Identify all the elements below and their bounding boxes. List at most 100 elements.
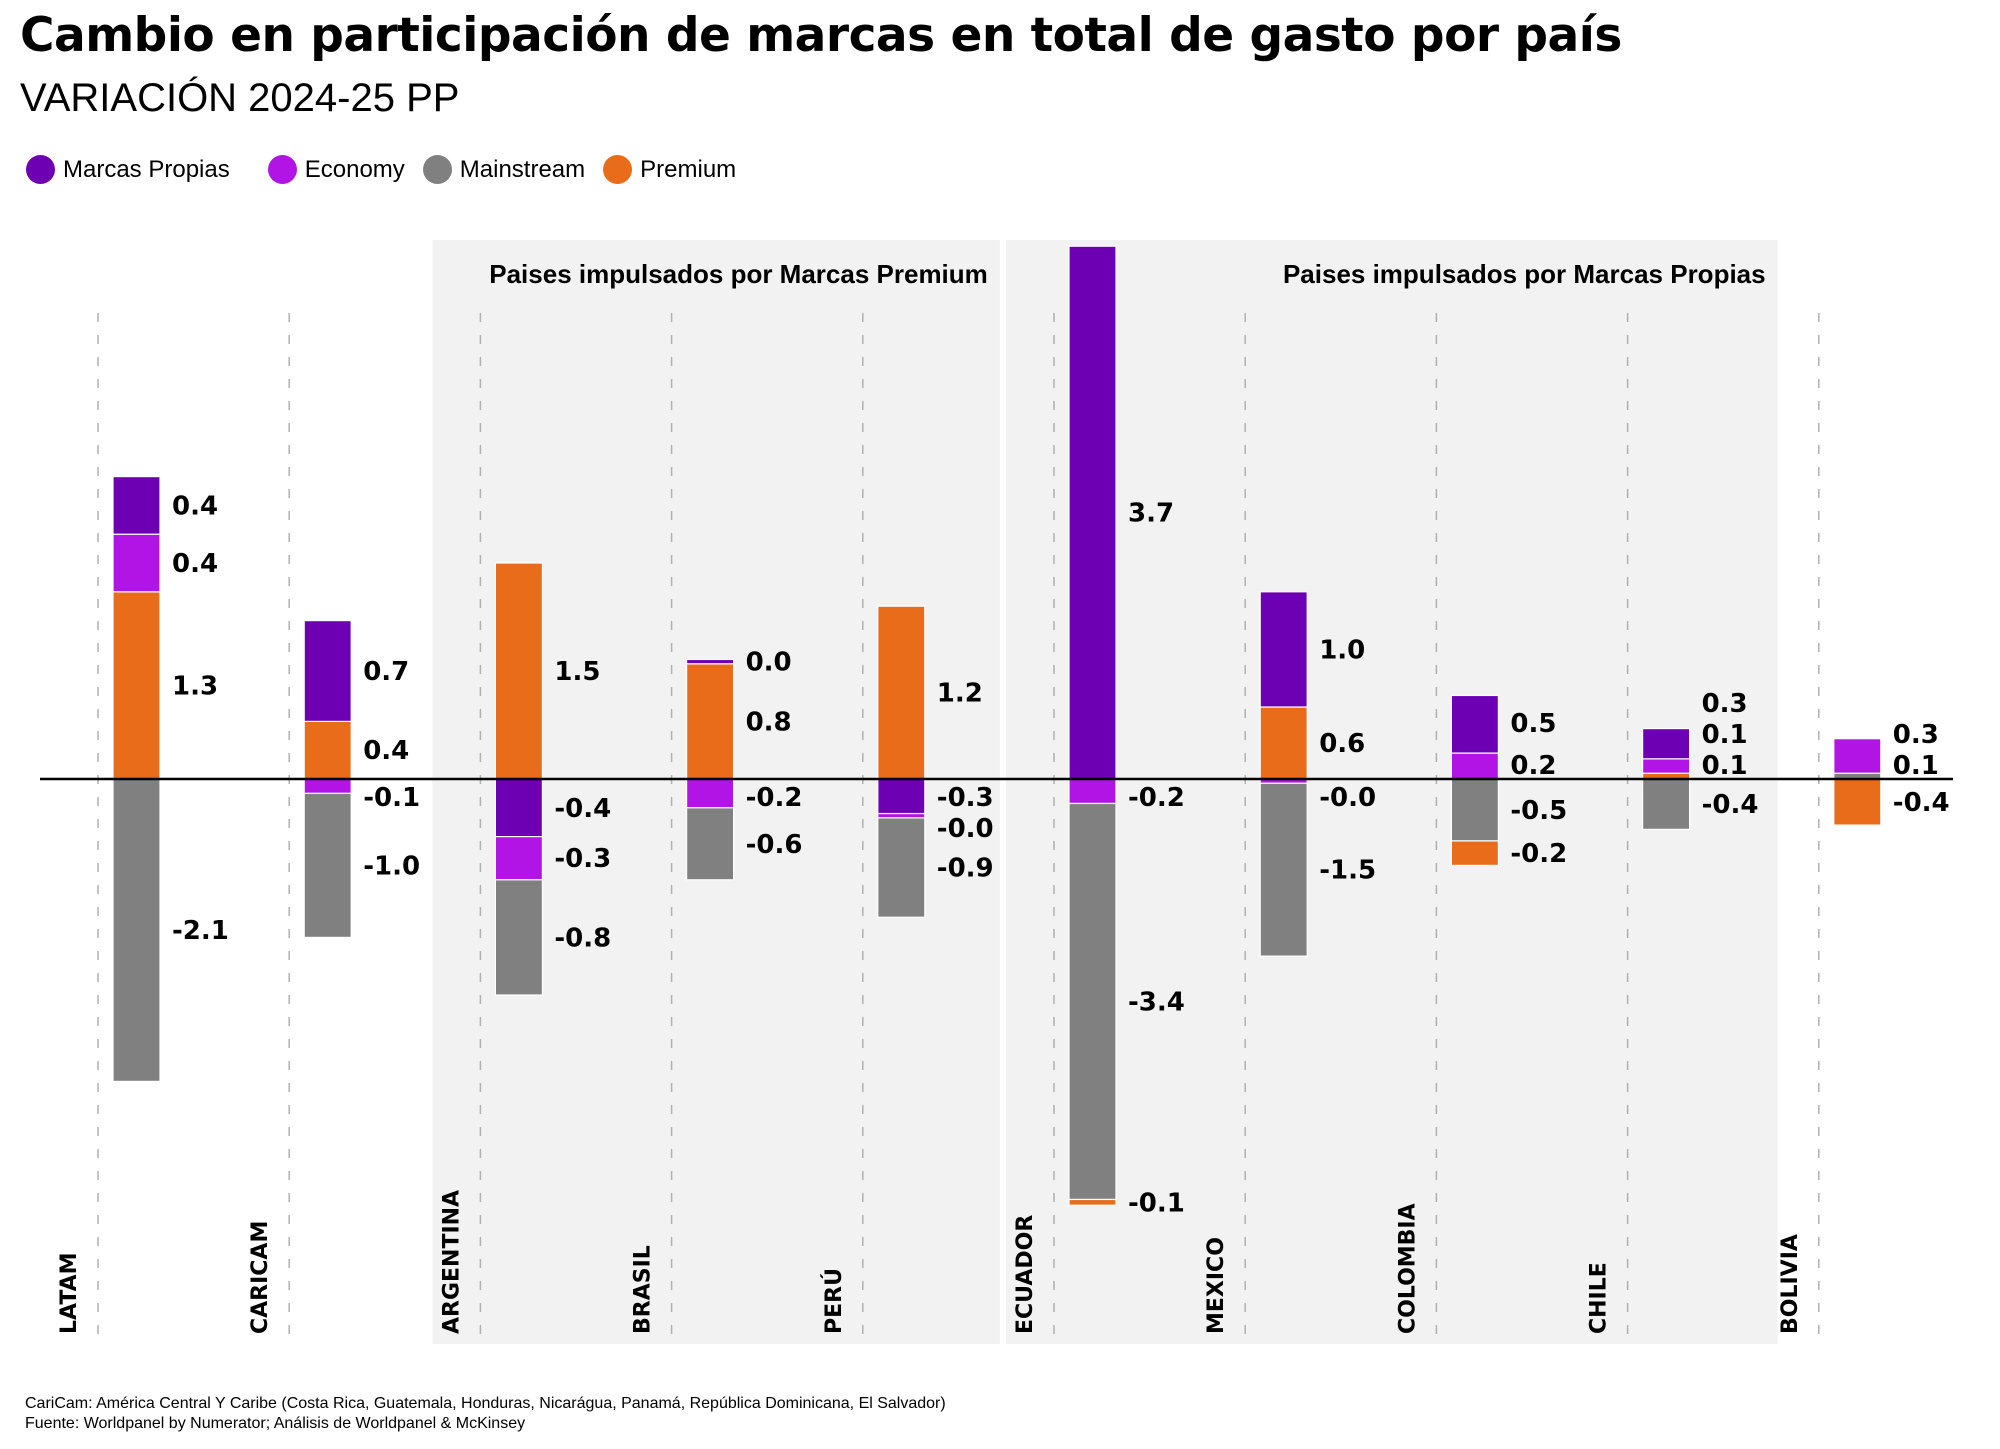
bar-segment-economy xyxy=(303,778,352,794)
data-label: -0.1 xyxy=(363,783,420,813)
bar-segment-economy xyxy=(112,533,161,593)
category-label-bolivia: BOLIVIA xyxy=(1778,1234,1803,1334)
data-label: 0.1 xyxy=(1893,751,1939,781)
legend-label: Mainstream xyxy=(459,155,586,183)
data-label: 3.7 xyxy=(1128,499,1174,529)
footnotes: CariCam: América Central Y Caribe (Costa… xyxy=(25,1394,946,1434)
data-label: -0.5 xyxy=(1510,796,1567,826)
data-label: -0.0 xyxy=(1319,783,1376,813)
bar-segment-economy xyxy=(1068,778,1117,805)
data-label: -0.2 xyxy=(1510,839,1567,869)
bar-segment-marcas-propias xyxy=(112,476,161,535)
data-label: 1.2 xyxy=(937,679,983,709)
legend-swatch-marcas-propias xyxy=(26,155,55,184)
legend-swatch-economy xyxy=(267,155,297,184)
group-panel-title-2: Paises impulsados por Marcas Propias xyxy=(1283,259,1766,289)
data-label: 0.6 xyxy=(1319,729,1365,759)
bar-segment-premium xyxy=(1450,840,1500,866)
data-label: -2.1 xyxy=(172,916,229,946)
footnote-caricam: CariCam: América Central Y Caribe (Costa… xyxy=(25,1395,946,1412)
bar-segment-economy xyxy=(1641,758,1691,774)
bar-segment-mainstream xyxy=(685,807,735,881)
data-label: -0.4 xyxy=(1702,790,1759,820)
data-label: -1.5 xyxy=(1319,856,1376,886)
data-label: -0.1 xyxy=(1128,1188,1185,1218)
data-label: 0.3 xyxy=(1702,689,1748,719)
bar-segment-premium xyxy=(303,720,352,780)
data-label: -0.3 xyxy=(554,844,611,874)
bar-segment-marcas-propias xyxy=(685,658,735,665)
data-label: 0.4 xyxy=(172,549,218,579)
legend: Marcas Propias Economy Mainstream Premiu… xyxy=(26,155,754,184)
legend-swatch-mainstream xyxy=(422,155,452,184)
bar-segment-marcas-propias xyxy=(303,619,352,722)
legend-label: Premium xyxy=(640,155,737,183)
bar-segment-premium xyxy=(877,605,926,780)
data-label: 0.4 xyxy=(172,491,218,521)
legend-item-mainstream: Mainstream xyxy=(422,155,586,184)
bar-segment-premium xyxy=(1068,1198,1117,1206)
bar-segment-mainstream xyxy=(494,879,543,996)
data-label: 0.4 xyxy=(363,736,409,766)
data-label: 0.1 xyxy=(1702,751,1748,781)
group-panel-title-1: Paises impulsados por Marcas Premium xyxy=(489,259,988,289)
data-label: 1.5 xyxy=(554,657,600,687)
legend-swatch-premium xyxy=(603,155,633,184)
bar-segment-mainstream xyxy=(303,792,352,939)
data-label: 0.3 xyxy=(1893,720,1939,750)
bar-segment-marcas-propias xyxy=(877,778,926,815)
bar-segment-premium xyxy=(1259,706,1308,780)
data-label: -3.4 xyxy=(1128,987,1185,1017)
category-label-caricam: CARICAM xyxy=(248,1221,273,1334)
data-label: 0.8 xyxy=(746,707,792,737)
data-label: 1.0 xyxy=(1319,635,1365,665)
bar-segment-economy xyxy=(1833,738,1882,774)
legend-item-marcas-propias: Marcas Propias xyxy=(26,155,230,184)
bar-segment-marcas-propias xyxy=(1641,727,1691,760)
data-label: -0.8 xyxy=(554,923,611,953)
data-label: 0.1 xyxy=(1702,720,1748,750)
data-label: -0.0 xyxy=(937,814,994,844)
bar-segment-mainstream xyxy=(1259,782,1308,957)
data-label: -0.9 xyxy=(937,854,994,884)
category-label-brasil: BRASIL xyxy=(631,1245,656,1334)
bar-segment-economy xyxy=(1450,752,1500,780)
bar-segment-premium xyxy=(685,663,735,780)
bar-segment-mainstream xyxy=(112,778,161,1082)
bar-segment-premium xyxy=(112,591,161,780)
bar-segment-economy xyxy=(877,812,926,819)
data-label: -0.6 xyxy=(746,830,803,860)
data-label: -0.4 xyxy=(1893,788,1950,818)
category-label-colombia: COLOMBIA xyxy=(1395,1203,1420,1334)
legend-item-premium: Premium xyxy=(603,155,736,184)
category-label-ecuador: ECUADOR xyxy=(1013,1215,1038,1334)
category-label-argentina: ARGENTINA xyxy=(439,1190,464,1334)
bar-segment-mainstream xyxy=(1641,778,1691,831)
legend-label: Marcas Propias xyxy=(63,155,230,183)
category-label-chile: CHILE xyxy=(1587,1262,1612,1334)
bar-segment-marcas-propias xyxy=(494,778,543,838)
data-label: -0.2 xyxy=(1128,783,1185,813)
bar-segment-premium xyxy=(494,562,543,780)
category-label-perú: PERÚ xyxy=(821,1268,847,1334)
bar-segment-mainstream xyxy=(877,817,926,918)
data-label: -0.4 xyxy=(554,794,611,824)
legend-label: Economy xyxy=(304,155,405,183)
category-label-latam: LATAM xyxy=(57,1252,82,1334)
bar-segment-marcas-propias xyxy=(1068,245,1117,780)
bar-segment-mainstream xyxy=(1450,778,1500,842)
data-label: 0.0 xyxy=(746,648,792,678)
bar-segment-economy xyxy=(685,778,735,809)
data-label: -0.2 xyxy=(746,783,803,813)
bar-segment-mainstream xyxy=(1068,802,1117,1201)
bar-segment-economy xyxy=(494,835,543,881)
bar-segment-marcas-propias xyxy=(1259,591,1308,708)
data-label: -1.0 xyxy=(363,851,420,881)
data-label: -0.3 xyxy=(937,783,994,813)
bar-segment-premium xyxy=(1833,778,1882,826)
legend-item-economy: Economy xyxy=(267,155,405,184)
data-label: 0.7 xyxy=(363,657,409,687)
data-label: 0.5 xyxy=(1510,709,1556,739)
data-label: 1.3 xyxy=(172,671,218,701)
chart-subtitle: VARIACIÓN 2024-25 PP xyxy=(20,76,460,120)
